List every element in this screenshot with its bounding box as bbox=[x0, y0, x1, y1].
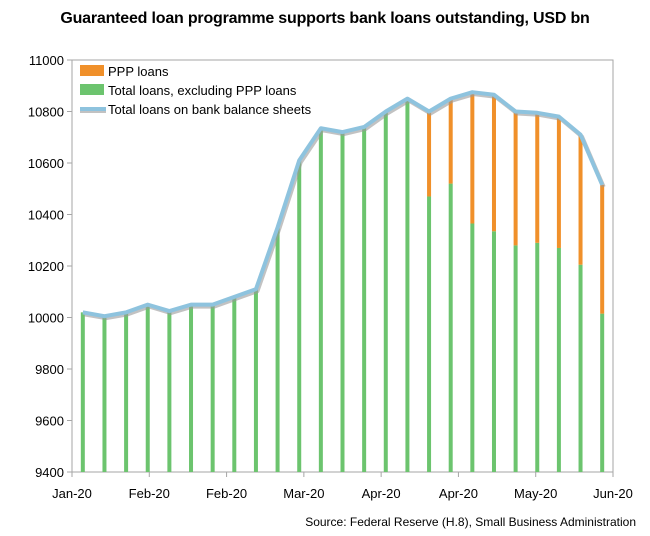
bar-excluding-ppp bbox=[578, 264, 583, 472]
bar-excluding-ppp bbox=[513, 245, 518, 472]
bar-excluding-ppp bbox=[448, 183, 453, 472]
bar-excluding-ppp bbox=[210, 304, 215, 472]
bar-excluding-ppp bbox=[405, 98, 410, 472]
legend-excluding-swatch bbox=[80, 84, 104, 95]
x-tick-label: Apr-20 bbox=[362, 486, 401, 501]
bar-ppp bbox=[427, 111, 432, 197]
bar-excluding-ppp bbox=[102, 316, 107, 472]
line-series bbox=[82, 90, 606, 321]
y-axis: 9400 9600 9800 10000 10200 10400 10600 10800 110… bbox=[28, 53, 72, 480]
bar-excluding-ppp bbox=[297, 160, 302, 473]
total-line bbox=[82, 90, 605, 319]
x-tick-label: Apr-20 bbox=[439, 486, 478, 501]
x-tick-label: Jun-20 bbox=[593, 486, 633, 501]
legend-ppp-label: PPP loans bbox=[108, 64, 169, 79]
bar-ppp bbox=[448, 98, 453, 184]
bar-series bbox=[80, 92, 605, 473]
bar-excluding-ppp bbox=[253, 289, 258, 472]
y-tick-label: 10000 bbox=[28, 311, 64, 326]
y-tick-label: 9400 bbox=[35, 465, 64, 480]
y-tick-label: 10800 bbox=[28, 105, 64, 120]
bar-excluding-ppp bbox=[124, 312, 129, 472]
bar-ppp bbox=[600, 184, 605, 314]
bar-excluding-ppp bbox=[427, 196, 432, 472]
x-tick-label: Feb-20 bbox=[129, 486, 170, 501]
bar-excluding-ppp bbox=[535, 242, 540, 472]
bar-excluding-ppp bbox=[318, 128, 323, 473]
bar-excluding-ppp bbox=[232, 296, 237, 472]
bar-excluding-ppp bbox=[340, 132, 345, 472]
legend-ppp-swatch bbox=[80, 65, 104, 76]
y-tick-label: 10600 bbox=[28, 156, 64, 171]
legend-total-label: Total loans on bank balance sheets bbox=[108, 102, 312, 117]
y-tick-label: 9800 bbox=[35, 362, 64, 377]
legend: PPP loans Total loans, excluding PPP loan… bbox=[80, 64, 312, 117]
x-tick-label: May-20 bbox=[514, 486, 557, 501]
bar-ppp bbox=[535, 114, 540, 243]
bar-excluding-ppp bbox=[383, 111, 388, 472]
bar-excluding-ppp bbox=[80, 312, 85, 472]
source-note: Source: Federal Reserve (H.8), Small Bus… bbox=[305, 515, 636, 529]
chart-title: Guaranteed loan programme supports bank … bbox=[60, 10, 590, 27]
bar-excluding-ppp bbox=[275, 227, 280, 472]
y-tick-label: 10400 bbox=[28, 208, 64, 223]
bar-excluding-ppp bbox=[470, 223, 475, 472]
bar-excluding-ppp bbox=[189, 304, 194, 472]
x-tick-label: Mar-20 bbox=[283, 486, 324, 501]
bar-excluding-ppp bbox=[145, 304, 150, 472]
bar-ppp bbox=[470, 92, 475, 224]
bar-excluding-ppp bbox=[362, 126, 367, 472]
bar-ppp bbox=[556, 116, 561, 248]
y-tick-label: 11000 bbox=[29, 53, 64, 68]
x-tick-label: Feb-20 bbox=[206, 486, 247, 501]
bar-ppp bbox=[513, 111, 518, 246]
x-tick-label: Jan-20 bbox=[52, 486, 92, 501]
legend-excluding-label: Total loans, excluding PPP loans bbox=[108, 83, 297, 98]
bar-excluding-ppp bbox=[556, 247, 561, 472]
bar-excluding-ppp bbox=[167, 311, 172, 472]
y-tick-label: 10200 bbox=[28, 259, 64, 274]
bar-ppp bbox=[491, 94, 496, 232]
bar-excluding-ppp bbox=[491, 231, 496, 472]
y-tick-label: 9600 bbox=[35, 414, 64, 429]
bar-ppp bbox=[578, 134, 583, 265]
x-axis: Jan-20 Feb-20 Feb-20 Mar-20 Apr-20 Apr-20 May-… bbox=[52, 472, 633, 501]
bar-excluding-ppp bbox=[600, 313, 605, 472]
